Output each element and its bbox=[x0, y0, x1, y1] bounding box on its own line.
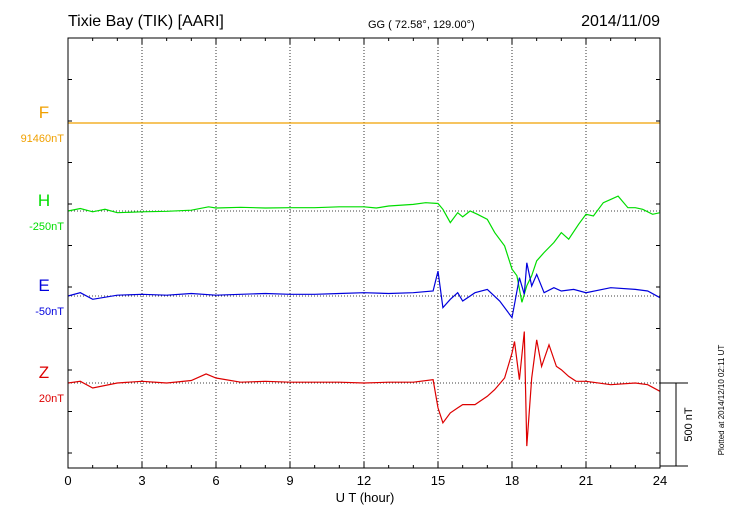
x-tick-label: 6 bbox=[212, 473, 219, 488]
series-baseline-e: -50nT bbox=[35, 306, 64, 318]
station-title: Tixie Bay (TIK) [AARI] bbox=[68, 13, 224, 30]
series-baseline-z: 20nT bbox=[39, 393, 64, 405]
plot-frame bbox=[67, 37, 661, 469]
x-tick-label: 24 bbox=[653, 473, 667, 488]
x-tick-label: 9 bbox=[286, 473, 293, 488]
series-name-h: H bbox=[38, 191, 50, 210]
x-tick-label: 0 bbox=[64, 473, 71, 488]
x-tick-label: 21 bbox=[579, 473, 593, 488]
series-name-f: F bbox=[39, 103, 49, 122]
plotted-note: Plotted at 2014/12/10 02:11 UT bbox=[717, 345, 726, 456]
x-tick-label: 15 bbox=[431, 473, 445, 488]
axis-ticks bbox=[67, 37, 661, 468]
station-coordinates: GG ( 72.58°, 129.00°) bbox=[368, 19, 475, 31]
series-baseline-h: -250nT bbox=[29, 221, 64, 233]
scale-bar: 500 nT bbox=[660, 382, 695, 467]
x-tick-labels: 0 3 6 9 12 15 18 21 24 bbox=[64, 473, 667, 488]
series-name-e: E bbox=[38, 276, 49, 295]
series-baseline-f: 91460nT bbox=[21, 133, 65, 145]
x-tick-label: 12 bbox=[357, 473, 371, 488]
series-traces bbox=[67, 122, 661, 447]
grid-lines bbox=[68, 38, 660, 468]
series-line-z bbox=[67, 331, 661, 447]
x-tick-label: 3 bbox=[138, 473, 145, 488]
date-label: 2014/11/09 bbox=[581, 13, 660, 30]
x-axis-label: U T (hour) bbox=[336, 490, 395, 505]
series-labels: F 91460nT H -250nT E -50nT Z 20nT bbox=[21, 103, 65, 405]
series-line-h bbox=[67, 195, 661, 303]
series-line-e bbox=[67, 262, 661, 320]
x-tick-label: 18 bbox=[505, 473, 519, 488]
series-name-z: Z bbox=[39, 363, 49, 382]
scale-bar-label: 500 nT bbox=[683, 407, 695, 442]
